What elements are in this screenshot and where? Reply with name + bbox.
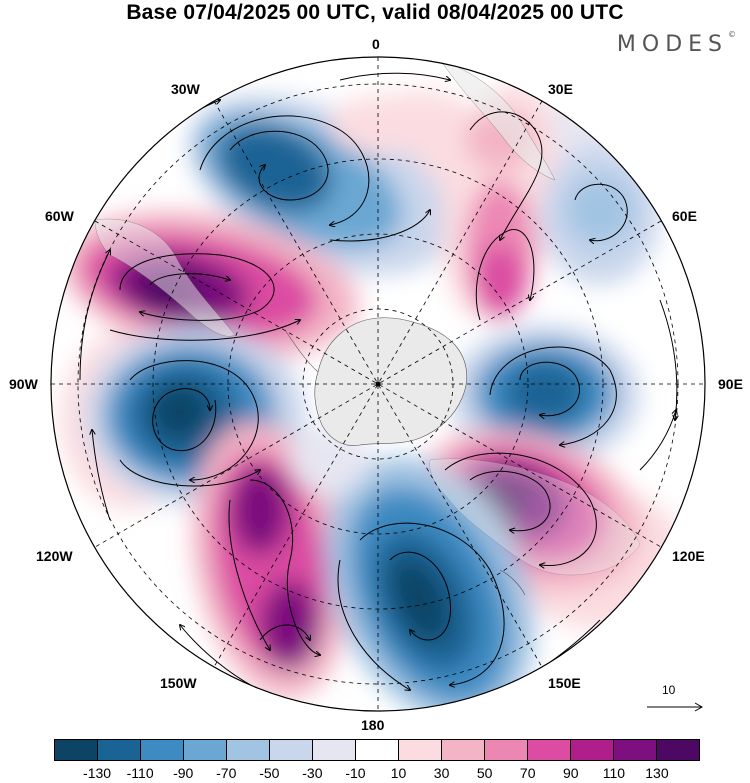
colorbar-tick-label: -110 [126,765,154,781]
colorbar-tick-label: 110 [602,765,626,781]
colorbar-swatch [313,740,356,760]
colorbar-swatch [98,740,141,760]
lon-label-30e: 30E [548,81,573,97]
colorbar-swatch [141,740,184,760]
colorbar-swatch [442,740,485,760]
colorbar-ticks: -130 -110 -90 -70 -50 -30 -10 10 30 50 70 90 110 130 [54,765,700,783]
colorbar-tick-label: 130 [645,765,669,781]
colorbar-tick-label: 50 [476,765,493,781]
colorbar-swatch [657,740,699,760]
map-title: Base 07/04/2025 00 UTC, valid 08/04/2025… [126,1,624,24]
africa-land [439,59,556,181]
colorbar-swatch [184,740,227,760]
lon-label-90e: 90E [718,376,743,392]
lon-label-120e: 120E [672,548,705,564]
colorbar-tick-label: -50 [259,765,280,781]
colorbar-swatch [485,740,528,760]
lon-label-150e: 150E [548,675,581,691]
south-pole-marker [375,381,381,387]
lon-label-120w: 120W [36,548,73,564]
wind-streamlines [79,72,677,695]
reference-vector-arrow [647,702,704,712]
colorbar-swatch [528,740,571,760]
lon-label-60e: 60E [672,208,697,224]
lon-label-30w: 30W [171,81,200,97]
lon-label-0: 0 [372,36,380,52]
colorbar-tick-label: 30 [433,765,450,781]
colorbar-swatch [614,740,657,760]
modes-logo: MODES© [616,30,736,57]
colorbar-tick-label: 90 [563,765,579,781]
colorbar [54,739,700,761]
colorbar-tick-label: -10 [345,765,366,781]
colorbar-tick-label: -30 [302,765,323,781]
colorbar-swatch [356,740,399,760]
colorbar-tick-label: -90 [173,765,194,781]
colorbar-tick-label: -130 [83,765,112,781]
colorbar-swatch [571,740,614,760]
colorbar-swatch [270,740,313,760]
colorbar-swatch [227,740,270,760]
anomaly-field [51,57,705,711]
colorbar-tick-label: 70 [519,765,536,781]
lon-label-90w: 90W [9,376,38,392]
colorbar-swatch [55,740,98,760]
lon-label-60w: 60W [45,208,74,224]
map-boundary [50,56,706,712]
colorbar-swatch [399,740,442,760]
australia-land [429,458,641,576]
lon-label-180: 180 [361,717,385,733]
lon-label-150w: 150W [160,675,197,691]
colorbar-tick-label: 10 [390,765,407,781]
colorbar-tick-label: -70 [216,765,237,781]
reference-vector-label: 10 [662,683,676,697]
